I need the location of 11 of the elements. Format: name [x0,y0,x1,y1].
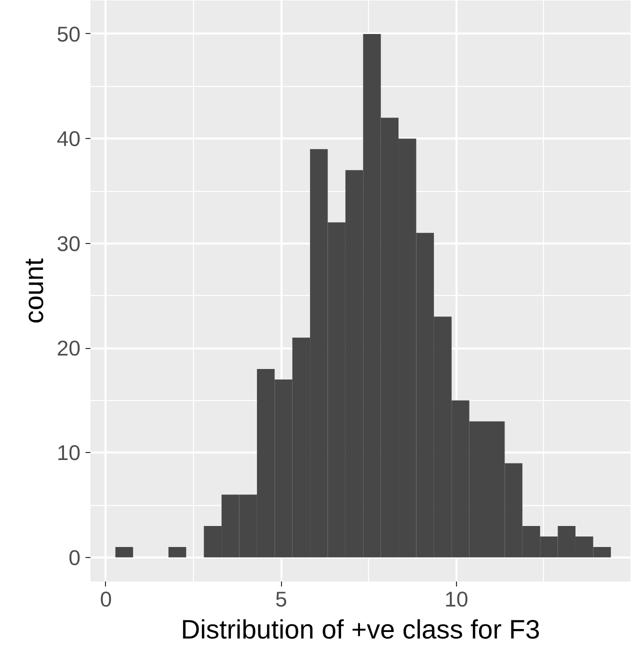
x-axis-title: Distribution of +ve class for F3 [180,614,540,644]
y-tick-label: 10 [56,441,81,466]
y-tick-label: 50 [56,22,81,46]
y-tick-label: 0 [68,546,81,570]
x-tick-label: 10 [444,588,468,612]
y-tick-label: 30 [56,232,81,256]
x-tick-label: 0 [100,588,112,612]
y-axis-title: count [18,258,49,324]
y-tick-label: 40 [56,127,81,152]
y-tick-label: 20 [56,336,81,361]
x-tick-label: 5 [275,588,288,612]
